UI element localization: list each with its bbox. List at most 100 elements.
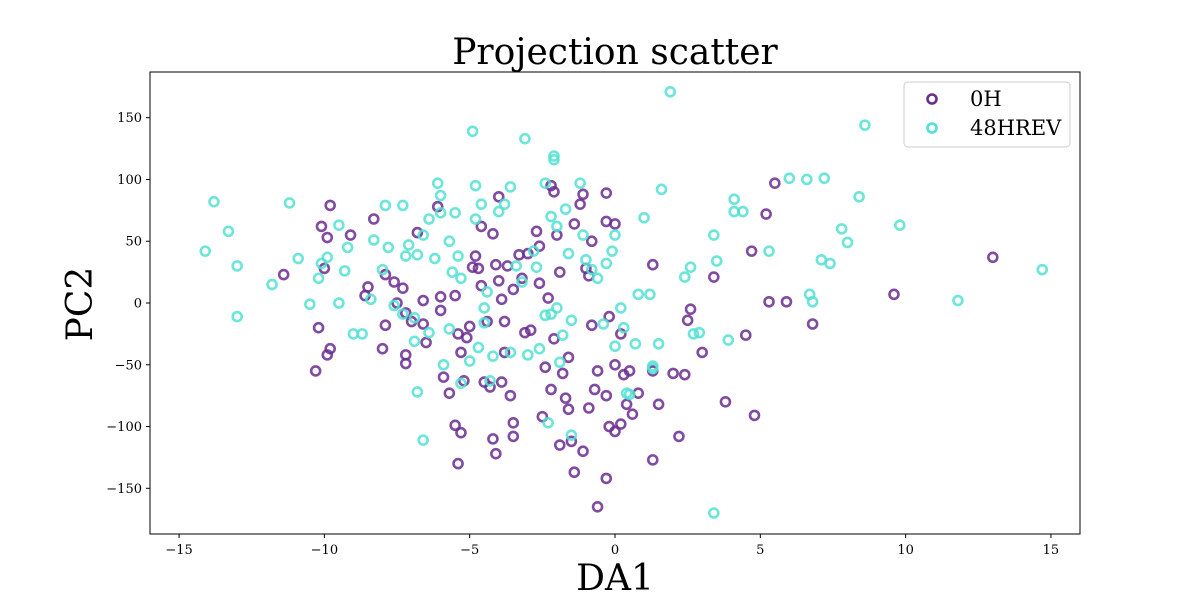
data-point-48hrev xyxy=(646,362,659,375)
data-point-48hrev xyxy=(475,198,488,210)
data-point-48hrev xyxy=(574,177,586,189)
data-point-48hrev xyxy=(478,302,491,314)
data-point-0h xyxy=(577,445,589,458)
data-point-48hrev xyxy=(338,265,351,277)
data-point-48hrev xyxy=(431,177,444,189)
data-point-48hrev xyxy=(466,125,479,138)
data-point-48hrev xyxy=(783,172,796,185)
data-point-48hrev xyxy=(452,250,464,262)
data-point-0h xyxy=(507,417,520,429)
data-point-48hrev xyxy=(539,177,552,189)
data-point-0h xyxy=(309,365,322,377)
data-point-0h xyxy=(507,283,520,296)
data-point-0h xyxy=(498,315,511,328)
data-point-48hrev xyxy=(585,263,598,276)
data-point-0h xyxy=(696,346,708,359)
data-point-48hrev xyxy=(388,299,400,312)
data-point-0h xyxy=(739,329,752,341)
data-point-0h xyxy=(487,228,499,240)
data-point-0h xyxy=(542,292,554,304)
data-point-48hrev xyxy=(818,172,831,185)
data-point-48hrev xyxy=(894,219,906,231)
data-point-48hrev xyxy=(492,205,505,218)
y-tick-label: −150 xyxy=(106,482,142,497)
data-point-0h xyxy=(591,501,604,513)
data-point-0h xyxy=(530,225,543,238)
data-point-0h xyxy=(646,258,659,271)
data-point-48hrev xyxy=(417,229,429,241)
data-point-48hrev xyxy=(600,257,613,270)
data-point-48hrev xyxy=(498,198,511,210)
series-48hrev xyxy=(199,85,1049,519)
data-point-48hrev xyxy=(678,271,691,283)
data-point-48hrev xyxy=(478,316,491,329)
data-point-48hrev xyxy=(542,417,554,429)
data-point-0h xyxy=(987,251,999,264)
legend-marker-48hrev xyxy=(926,122,938,134)
data-point-48hrev xyxy=(609,340,621,353)
x-axis-ticks: −15 −10 −5 0 5 10 15 xyxy=(165,534,1059,558)
data-point-0h xyxy=(321,231,334,244)
data-point-48hrev xyxy=(231,260,243,272)
data-point-0h xyxy=(417,294,429,307)
data-point-0h xyxy=(652,398,665,411)
data-point-0h xyxy=(562,403,575,416)
data-point-48hrev xyxy=(341,241,354,254)
data-point-48hrev xyxy=(684,261,697,273)
data-point-48hrev xyxy=(577,229,589,241)
data-point-0h xyxy=(565,435,578,448)
data-point-0h xyxy=(522,247,534,260)
data-point-48hrev xyxy=(469,179,482,192)
data-point-0h xyxy=(490,258,502,271)
data-point-0h xyxy=(420,336,432,349)
data-point-0h xyxy=(574,198,586,210)
data-point-48hrev xyxy=(315,257,328,270)
data-point-48hrev xyxy=(429,252,441,265)
data-point-0h xyxy=(600,389,613,402)
data-point-48hrev xyxy=(655,183,668,196)
data-point-48hrev xyxy=(411,386,424,398)
data-point-48hrev xyxy=(397,199,409,212)
data-point-0h xyxy=(315,220,328,233)
data-point-48hrev xyxy=(519,132,531,145)
data-point-0h xyxy=(609,358,621,371)
data-point-0h xyxy=(545,383,557,396)
data-point-48hrev xyxy=(620,387,633,399)
data-point-0h xyxy=(388,276,400,288)
data-point-0h xyxy=(678,368,691,381)
data-point-48hrev xyxy=(763,245,775,257)
x-tick-label: −5 xyxy=(460,543,479,558)
data-point-48hrev xyxy=(365,293,377,306)
legend-box xyxy=(903,81,1071,148)
data-point-0h xyxy=(498,346,511,359)
data-point-48hrev xyxy=(469,213,482,225)
data-point-48hrev xyxy=(615,302,627,314)
data-point-48hrev xyxy=(597,318,610,330)
data-point-0h xyxy=(434,304,447,317)
data-point-48hrev xyxy=(333,219,345,231)
data-point-0h xyxy=(469,250,482,262)
data-point-0h xyxy=(533,277,546,290)
data-point-48hrev xyxy=(533,342,546,355)
data-point-48hrev xyxy=(708,507,720,519)
data-point-0h xyxy=(495,293,508,306)
points-layer xyxy=(199,85,1049,519)
data-point-48hrev xyxy=(801,173,813,186)
y-axis-label: PC2 xyxy=(60,267,101,342)
data-point-48hrev xyxy=(539,309,552,322)
data-point-48hrev xyxy=(411,249,424,261)
x-tick-label: 15 xyxy=(1043,543,1060,558)
data-point-48hrev xyxy=(382,241,395,254)
data-point-0h xyxy=(600,472,613,485)
data-point-48hrev xyxy=(728,193,740,206)
x-tick-label: 0 xyxy=(611,543,619,558)
data-point-0h xyxy=(748,409,761,422)
series-0h xyxy=(277,177,999,513)
data-point-48hrev xyxy=(565,429,578,441)
data-point-0h xyxy=(681,314,694,327)
x-tick-label: −15 xyxy=(165,543,192,558)
data-point-0h xyxy=(646,454,659,466)
data-point-0h xyxy=(379,319,392,332)
data-point-0h xyxy=(321,349,334,361)
data-point-48hrev xyxy=(399,250,412,262)
